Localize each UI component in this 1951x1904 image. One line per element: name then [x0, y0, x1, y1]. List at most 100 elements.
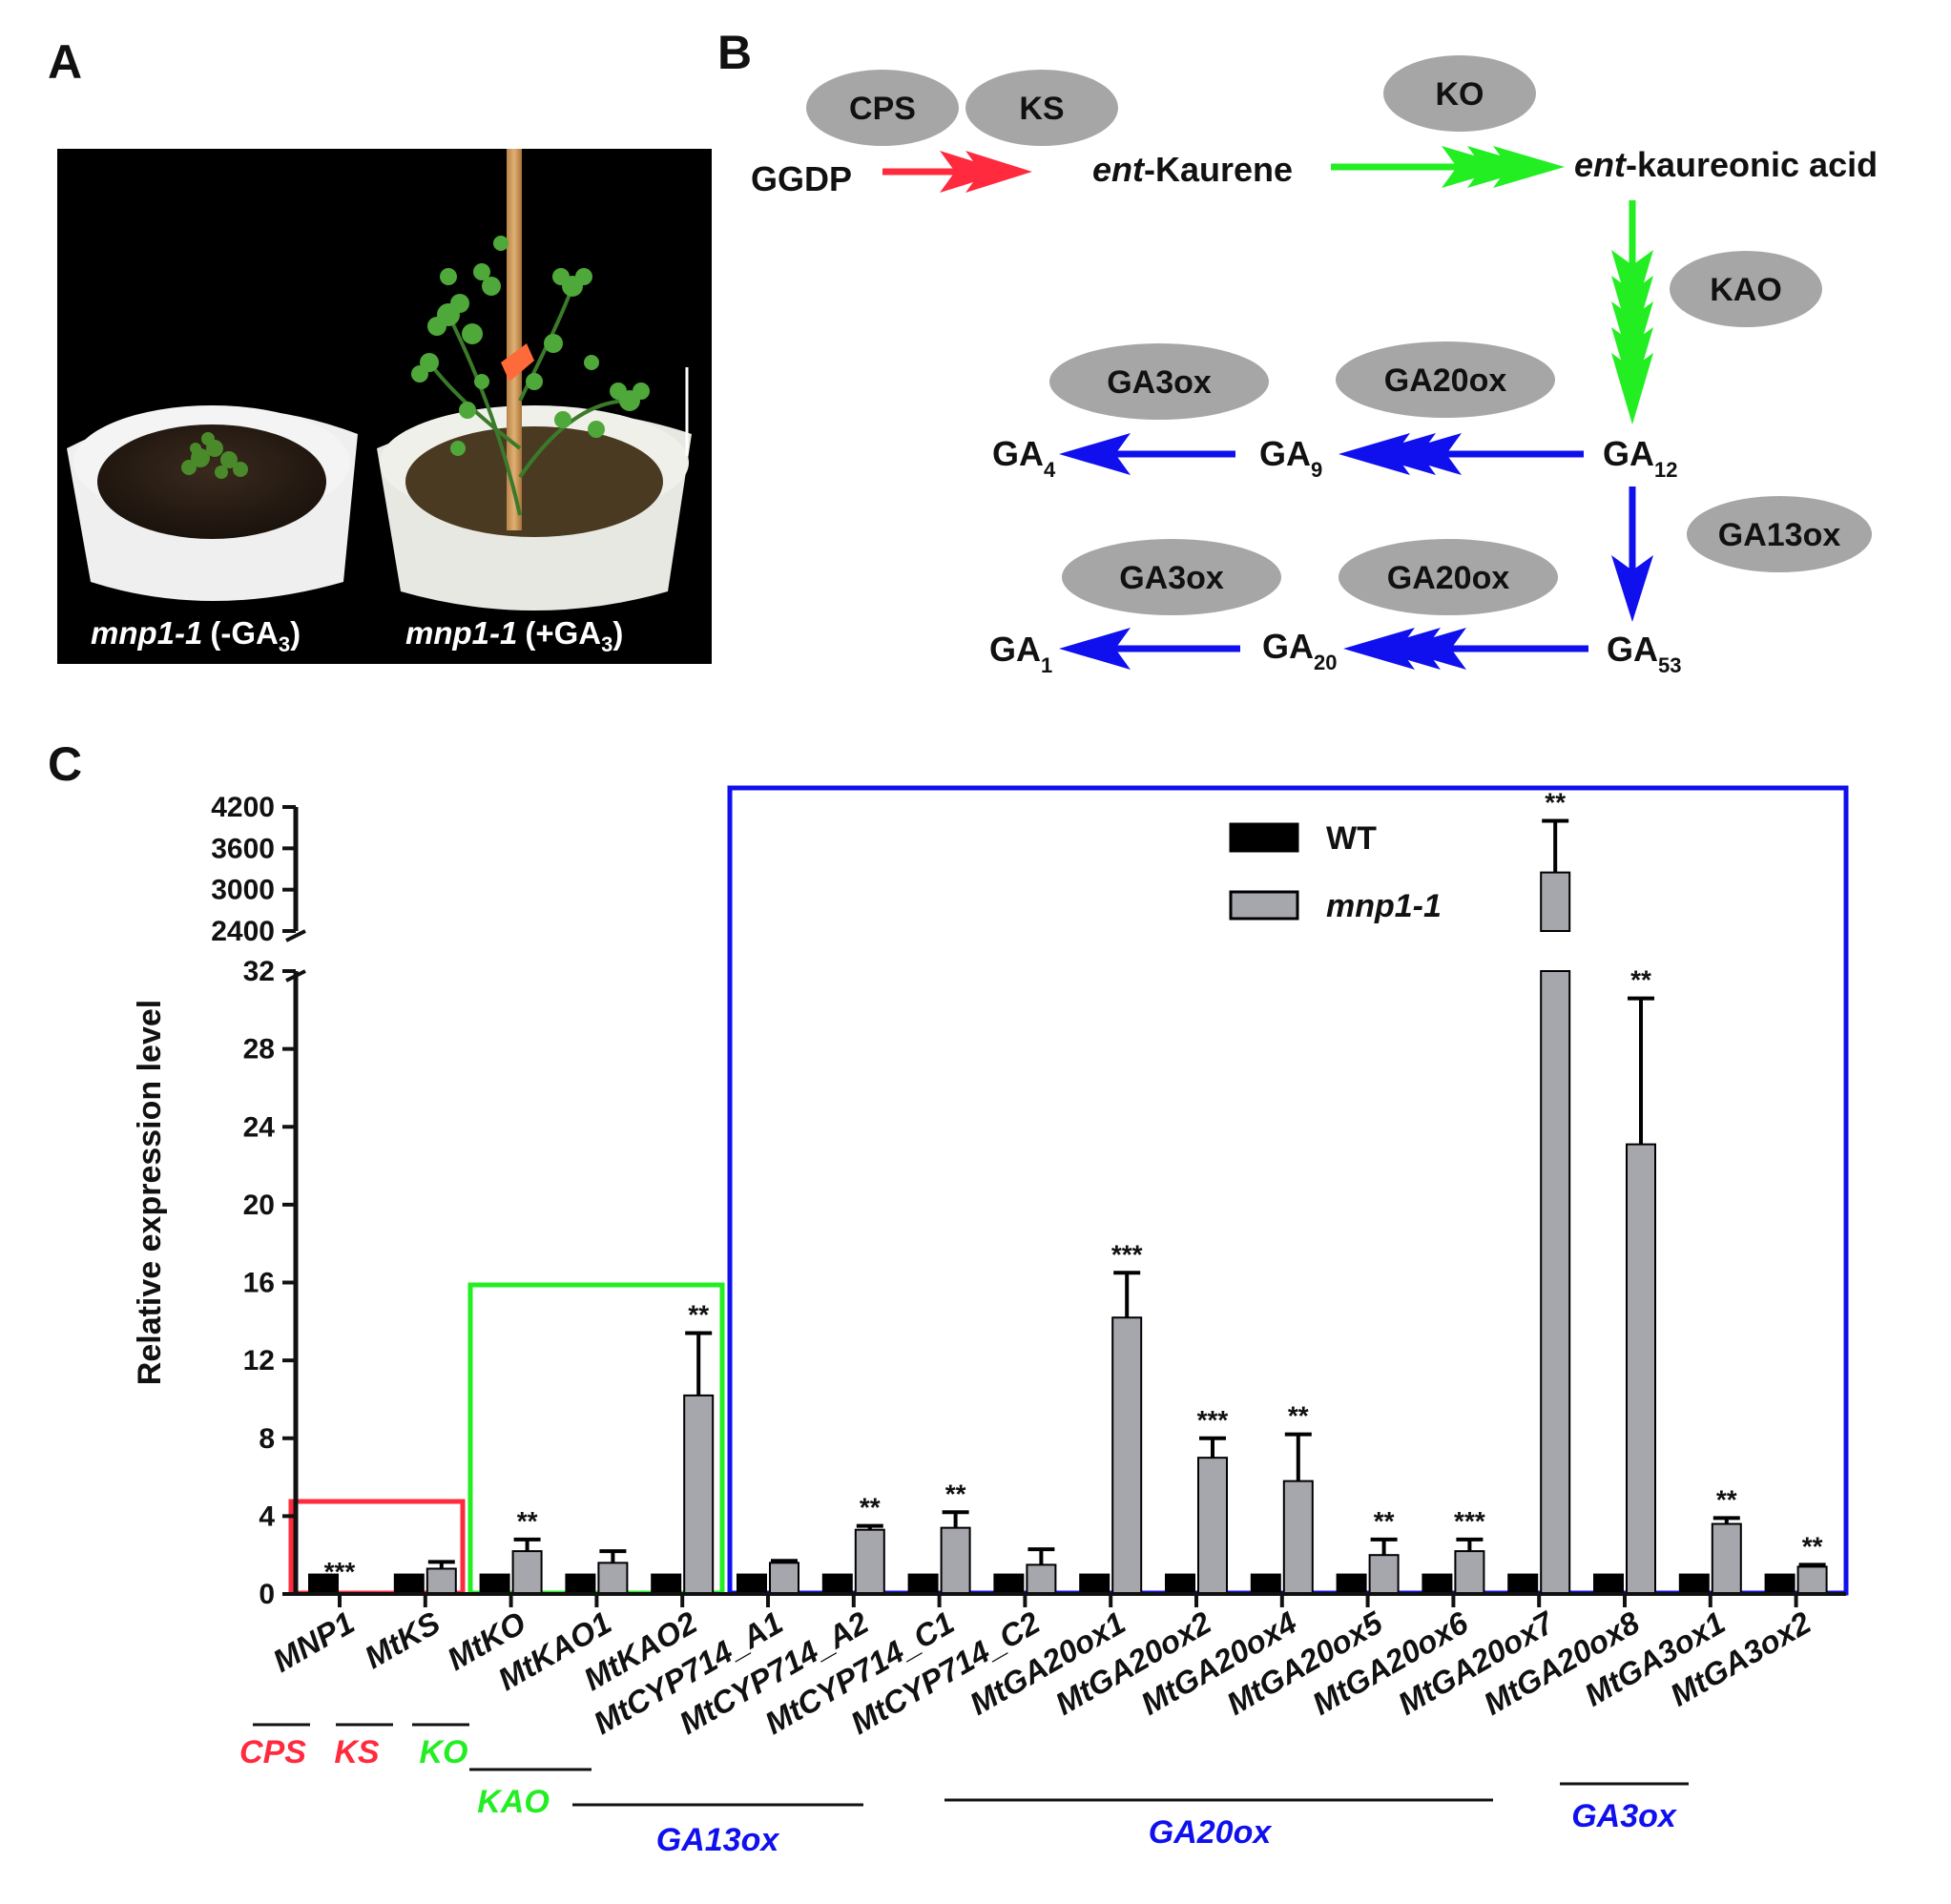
- panel-c-chart: 2400 3000 3600 4200 0 4 8 12 16 20 24 28 32 Relativ…: [132, 785, 1849, 1858]
- left-photo-caption: mnp1-1 (-GA3): [91, 615, 301, 656]
- svg-text:GA20ox: GA20ox: [1384, 362, 1507, 399]
- bar-mnp1-1: [511, 1550, 543, 1595]
- arrow-ga12-to-ga9: [1339, 433, 1584, 475]
- y-tick-label: 4200: [211, 792, 275, 823]
- significance-mark: ***: [1197, 1405, 1229, 1435]
- enzyme-ga13ox: GA13ox: [1687, 496, 1872, 572]
- legend-label-wt: WT: [1326, 820, 1377, 857]
- significance-mark: **: [517, 1506, 538, 1536]
- right-pot: [377, 149, 692, 611]
- panel-c-letter: C: [48, 737, 82, 791]
- arrow-kaurene-to-kaureonic: [1331, 146, 1565, 188]
- bar-wt: [993, 1573, 1025, 1595]
- enzyme-ga20ox-bottom: GA20ox: [1339, 539, 1558, 615]
- left-pot: [67, 405, 358, 601]
- legend-swatch-mnp1-1: [1229, 890, 1299, 921]
- arrow-ga20-to-ga1: [1059, 628, 1240, 670]
- arrow-kaureonic-to-ga12: [1611, 200, 1653, 424]
- bar-mnp1-1: [769, 1562, 799, 1595]
- bar-mnp1-1: [1711, 1522, 1742, 1595]
- arrow-ga9-to-ga4: [1059, 433, 1235, 475]
- y-axis: [285, 807, 306, 1596]
- bar-wt: [1764, 1573, 1795, 1595]
- metabolite-ggdp: GGDP: [751, 159, 852, 198]
- y-tick-label: 20: [243, 1190, 275, 1221]
- enzyme-ks: KS: [965, 70, 1118, 146]
- bar-mnp1-1: [1026, 1563, 1057, 1595]
- group-label: GA3ox: [1571, 1798, 1678, 1834]
- bar-mnp1-1: [1796, 1565, 1828, 1596]
- enzyme-ga3ox-bottom: GA3ox: [1062, 539, 1281, 615]
- group-label: KO: [420, 1734, 468, 1770]
- enzyme-kao: KAO: [1670, 251, 1822, 327]
- highlight-boxes: [288, 785, 1849, 1596]
- significance-mark: **: [1716, 1484, 1737, 1514]
- metabolite-kaurene: ent-Kaurene: [1092, 150, 1293, 189]
- bar-mnp1-1: [597, 1562, 629, 1595]
- svg-text:GA3ox: GA3ox: [1119, 560, 1224, 596]
- metabolite-ga20: GA20: [1262, 627, 1337, 674]
- bar-wt: [1422, 1573, 1453, 1595]
- y-axis-title: Relative expression level: [132, 1000, 168, 1385]
- significance-mark: **: [1545, 787, 1566, 817]
- x-labels: MNP1MtKSMtKOMtKAO1MtKAO2MtCYP714_A1MtCYP…: [267, 1594, 1817, 1741]
- bar-mnp1-1: [1626, 1143, 1656, 1595]
- y-tick-label: 24: [243, 1111, 276, 1143]
- bar-mnp1-1-upper: [1540, 871, 1571, 932]
- bar-wt: [393, 1573, 425, 1595]
- bar-wt: [821, 1573, 853, 1595]
- bar-mnp1-1: [683, 1394, 715, 1595]
- enzyme-cps: CPS: [806, 70, 959, 146]
- panel-b-letter: B: [717, 26, 752, 79]
- svg-text:KO: KO: [1436, 76, 1484, 113]
- enzyme-ga20ox-top: GA20ox: [1336, 341, 1555, 418]
- arrow-ggdp-to-kaurene: [882, 151, 1032, 193]
- group-label: KAO: [477, 1784, 550, 1820]
- bar-mnp1-1: [425, 1567, 457, 1596]
- bar-mnp1-1: [1454, 1550, 1485, 1595]
- svg-text:GA13ox: GA13ox: [1718, 517, 1841, 553]
- metabolite-ga1: GA1: [989, 630, 1052, 677]
- significance-mark: ***: [1454, 1506, 1485, 1536]
- bar-wt: [565, 1573, 596, 1595]
- bar-wt: [479, 1573, 510, 1595]
- y-tick-label: 32: [243, 956, 275, 987]
- bar-wt: [1593, 1573, 1624, 1595]
- y-tick-label: 3000: [211, 875, 275, 906]
- bar-wt: [1079, 1573, 1110, 1595]
- significance-mark: **: [688, 1300, 709, 1330]
- panel-b-pathway: CPS KS KO KAO GA3ox GA20ox GA13ox GA3ox …: [751, 55, 1878, 677]
- group-label: GA20ox: [1149, 1814, 1274, 1851]
- svg-text:KS: KS: [1019, 91, 1064, 127]
- significance-marks: ********* ******** **** ***********: [324, 787, 1823, 1586]
- bar-mnp1-1: [1282, 1480, 1314, 1596]
- bar-mnp1-1: [1111, 1316, 1143, 1595]
- y-tick-label: 8: [259, 1423, 275, 1455]
- metabolite-ga53: GA53: [1607, 630, 1681, 677]
- significance-mark: **: [1288, 1401, 1309, 1431]
- y-tick-label: 16: [243, 1268, 275, 1299]
- bar-wt: [1250, 1573, 1281, 1595]
- bar-mnp1-1: [1540, 970, 1571, 1595]
- y-ticks-lower: 0 4 8 12 16 20 24 28 32: [243, 956, 296, 1610]
- group-label: CPS: [239, 1734, 306, 1770]
- significance-mark: ***: [1111, 1239, 1143, 1269]
- y-tick-label: 12: [243, 1345, 275, 1376]
- svg-text:CPS: CPS: [849, 91, 916, 127]
- y-tick-label: 4: [259, 1500, 275, 1532]
- right-photo-caption: mnp1-1 (+GA3): [405, 615, 623, 656]
- group-label: GA13ox: [656, 1822, 781, 1858]
- metabolite-kaureonic-acid: ent-kaureonic acid: [1574, 145, 1878, 184]
- legend: WT mnp1-1: [1229, 820, 1442, 924]
- bar-mnp1-1: [940, 1526, 971, 1596]
- x-tick-label: MNP1: [267, 1604, 361, 1679]
- significance-mark: **: [1802, 1531, 1823, 1561]
- significance-mark: **: [860, 1493, 881, 1522]
- enzyme-ko: KO: [1383, 55, 1536, 132]
- arrow-ga12-to-ga53: [1611, 486, 1653, 622]
- bar-wt: [1336, 1573, 1367, 1595]
- significance-mark: **: [945, 1479, 966, 1508]
- panel-a-letter: A: [48, 35, 82, 89]
- svg-text:GA3ox: GA3ox: [1107, 364, 1212, 401]
